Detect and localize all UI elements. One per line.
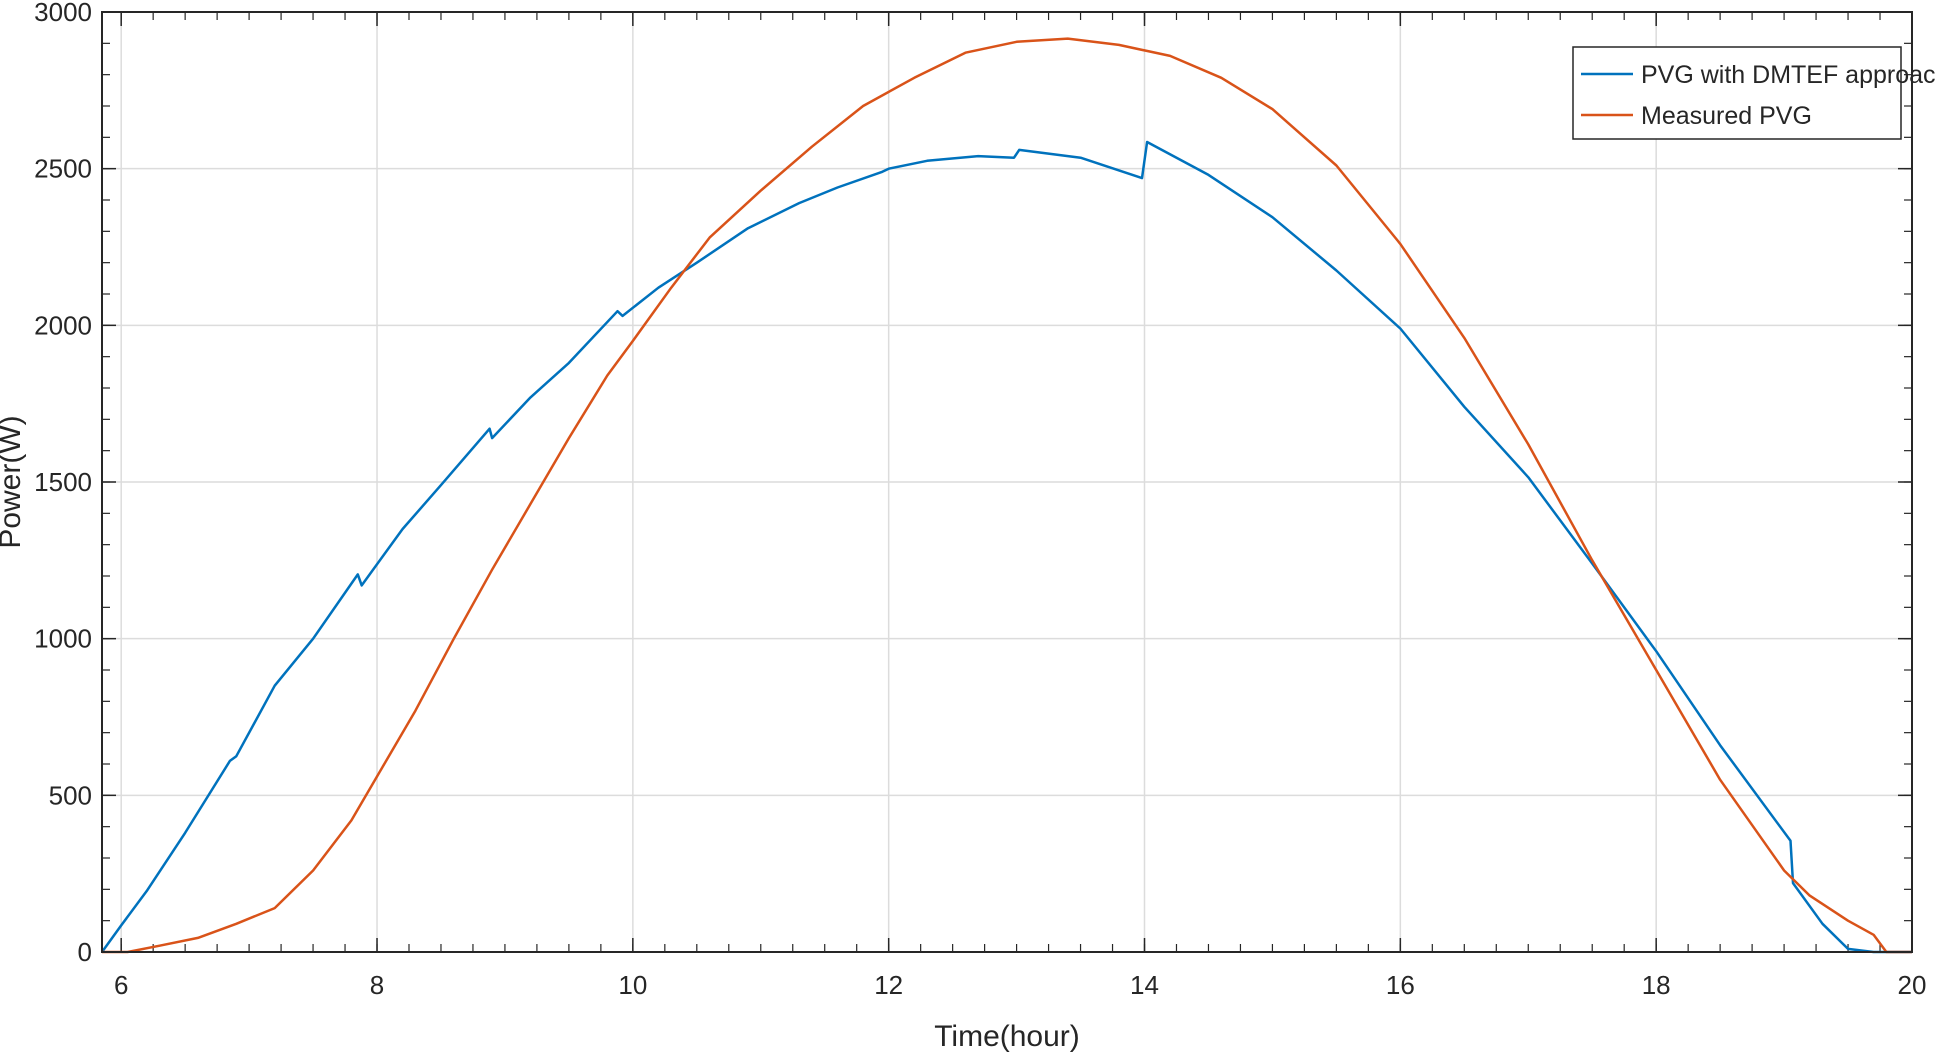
- x-tick-label: 20: [1898, 970, 1927, 1000]
- x-tick-label: 12: [874, 970, 903, 1000]
- y-tick-label: 2500: [34, 154, 92, 184]
- x-tick-label: 18: [1642, 970, 1671, 1000]
- y-tick-label: 500: [49, 780, 92, 810]
- x-axis-label: Time(hour): [934, 1020, 1080, 1053]
- x-tick-label: 8: [370, 970, 384, 1000]
- y-axis-label: Power(W): [0, 415, 27, 548]
- y-tick-label: 3000: [34, 0, 92, 27]
- y-tick-label: 2000: [34, 310, 92, 340]
- y-tick-label: 1500: [34, 467, 92, 497]
- y-tick-label: 1000: [34, 624, 92, 654]
- y-tick-label: 0: [78, 937, 92, 967]
- legend-label: PVG with DMTEF approach: [1641, 61, 1935, 89]
- minor-ticks: [102, 11, 1913, 953]
- series-line-measured-pvg: [102, 37, 1912, 954]
- legend-box: [1572, 46, 1902, 140]
- legend: PVG with DMTEF approach Measured PVG: [1572, 46, 1935, 140]
- x-tick-label: 14: [1130, 970, 1159, 1000]
- tick-labels: 6 8 10 12 14 16 18 20 0 500 1000 1500 2000 2500 3000: [34, 0, 1926, 1000]
- x-tick-label: 16: [1386, 970, 1415, 1000]
- x-tick-label: 6: [114, 970, 128, 1000]
- legend-label: Measured PVG: [1641, 102, 1812, 130]
- x-tick-label: 10: [618, 970, 647, 1000]
- plot-frame: [101, 11, 1913, 953]
- series-lines: [100, 37, 1912, 954]
